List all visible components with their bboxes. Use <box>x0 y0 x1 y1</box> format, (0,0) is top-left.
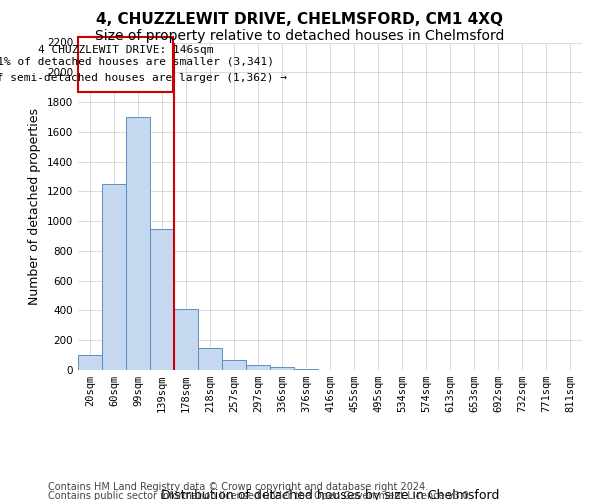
Text: ← 71% of detached houses are smaller (3,341): ← 71% of detached houses are smaller (3,… <box>0 57 274 67</box>
Bar <box>78 355 102 370</box>
Text: Size of property relative to detached houses in Chelmsford: Size of property relative to detached ho… <box>95 29 505 43</box>
X-axis label: Distribution of detached houses by size in Chelmsford: Distribution of detached houses by size … <box>161 489 499 500</box>
Bar <box>174 309 198 370</box>
FancyBboxPatch shape <box>78 36 173 92</box>
Bar <box>102 184 126 370</box>
Bar <box>198 348 222 370</box>
Text: 4, CHUZZLEWIT DRIVE, CHELMSFORD, CM1 4XQ: 4, CHUZZLEWIT DRIVE, CHELMSFORD, CM1 4XQ <box>97 12 503 28</box>
Text: Contains public sector information licensed under the Open Government Licence v3: Contains public sector information licen… <box>48 491 472 500</box>
Bar <box>294 369 318 370</box>
Y-axis label: Number of detached properties: Number of detached properties <box>28 108 41 304</box>
Bar <box>150 228 174 370</box>
Bar <box>246 365 270 370</box>
Text: Contains HM Land Registry data © Crown copyright and database right 2024.: Contains HM Land Registry data © Crown c… <box>48 482 428 492</box>
Bar <box>270 367 294 370</box>
Text: 4 CHUZZLEWIT DRIVE: 146sqm: 4 CHUZZLEWIT DRIVE: 146sqm <box>38 45 213 55</box>
Text: 29% of semi-detached houses are larger (1,362) →: 29% of semi-detached houses are larger (… <box>0 73 287 83</box>
Bar <box>126 117 150 370</box>
Bar <box>222 360 246 370</box>
